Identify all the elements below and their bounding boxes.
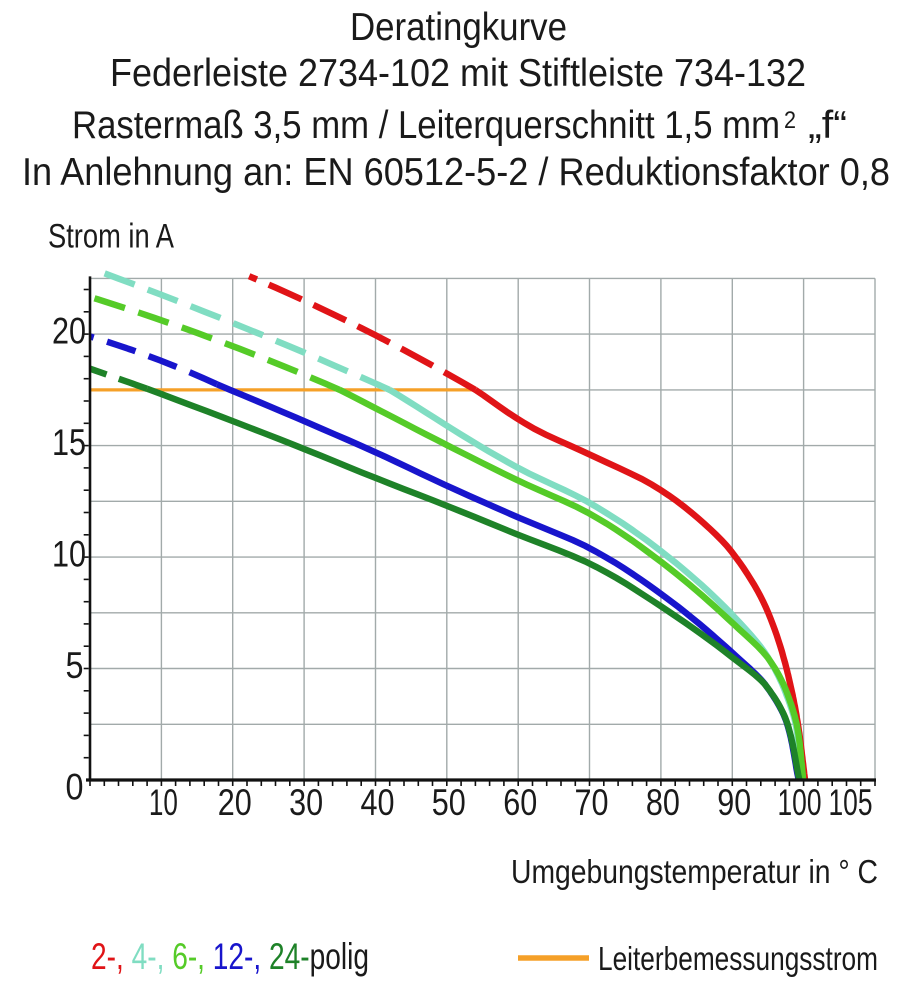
svg-text:Rastermaß 3,5 mm / Leiterquers: Rastermaß 3,5 mm / Leiterquerschnitt 1,5… — [72, 104, 780, 147]
svg-text:0: 0 — [66, 767, 84, 808]
svg-text:30: 30 — [289, 782, 323, 823]
svg-text:50: 50 — [432, 782, 466, 823]
svg-text:15: 15 — [52, 422, 86, 463]
svg-text:105: 105 — [829, 782, 873, 823]
svg-text:Deratingkurve: Deratingkurve — [350, 6, 567, 49]
svg-text:70: 70 — [575, 782, 609, 823]
svg-text:Strom in A: Strom in A — [48, 218, 174, 256]
svg-text:40: 40 — [361, 782, 395, 823]
svg-text:10: 10 — [149, 782, 178, 823]
svg-text:„f“: „f“ — [808, 104, 847, 147]
svg-text:Federleiste 2734-102 mit Stift: Federleiste 2734-102 mit Stiftleiste 734… — [110, 52, 806, 95]
svg-text:Umgebungstemperatur in ° C: Umgebungstemperatur in ° C — [511, 853, 878, 890]
svg-text:80: 80 — [646, 782, 680, 823]
svg-text:10: 10 — [52, 534, 86, 575]
svg-text:100: 100 — [778, 782, 822, 823]
svg-text:5: 5 — [66, 645, 84, 686]
svg-text:90: 90 — [717, 782, 751, 823]
svg-text:2: 2 — [784, 107, 796, 134]
svg-text:20: 20 — [52, 311, 86, 352]
svg-text:2-, 4-, 6-, 12-, 24-polig: 2-, 4-, 6-, 12-, 24-polig — [91, 936, 369, 977]
svg-text:In Anlehnung an: EN 60512-5-2: In Anlehnung an: EN 60512-5-2 / Reduktio… — [22, 151, 890, 194]
svg-text:60: 60 — [503, 782, 537, 823]
svg-text:Leiterbemessungsstrom: Leiterbemessungsstrom — [598, 940, 878, 977]
svg-text:20: 20 — [218, 782, 252, 823]
